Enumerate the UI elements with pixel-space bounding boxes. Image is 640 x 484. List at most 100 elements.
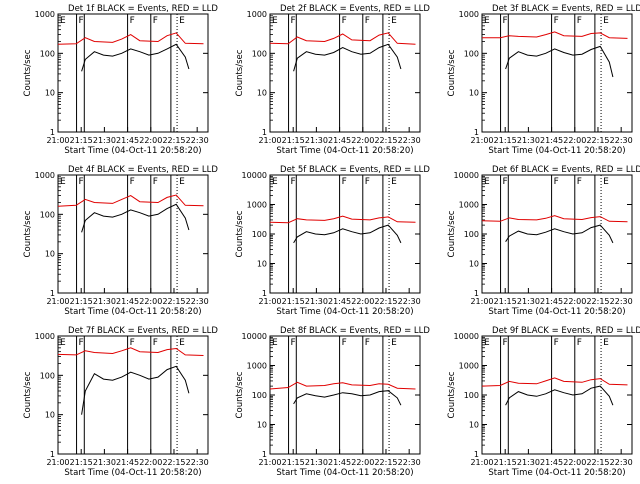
series-events: [505, 385, 614, 406]
x-axis-label: Start Time (04-Oct-11 20:58:20): [488, 146, 625, 156]
x-tick-label: 21:30: [93, 458, 116, 467]
x-tick-label: 21:30: [517, 297, 540, 306]
y-tick-label: 100: [40, 49, 55, 58]
plot-frame: [481, 174, 633, 294]
panel-3: Det 3f BLACK = Events, RED = LLD 1 10 100 10…: [447, 4, 640, 156]
x-tick-label: 22:15: [586, 458, 609, 467]
y-tick-label: 10000: [242, 332, 267, 341]
marker-f-1: F: [79, 16, 84, 26]
plot-frame: [269, 174, 421, 294]
x-tick-label: 21:15: [282, 297, 305, 306]
panel-6: Det 6f BLACK = Events, RED = LLD 1 10 100 10…: [447, 165, 640, 317]
x-axis-label: Start Time (04-Oct-11 20:58:20): [488, 307, 625, 317]
plot-frame: [481, 335, 633, 455]
marker-f-2: F: [130, 16, 135, 26]
y-tick-label: 1000: [459, 201, 479, 210]
y-tick-label: 100: [252, 230, 267, 239]
series-events: [81, 43, 190, 72]
panel-4: Det 4f BLACK = Events, RED = LLD 1 10 100 10…: [23, 165, 218, 317]
panel-title: Det 5f BLACK = Events, RED = LLD: [280, 165, 430, 175]
marker-f-3: F: [153, 16, 158, 26]
series-lld: [57, 194, 204, 207]
y-tick-label: 10: [257, 89, 267, 98]
y-tick-label: 1: [474, 128, 479, 137]
x-tick-label: 22:15: [162, 297, 185, 306]
x-tick-label: 21:45: [540, 297, 563, 306]
x-tick-label: 22:00: [139, 458, 162, 467]
marker-e-left: E: [272, 16, 278, 26]
marker-e-right: E: [603, 177, 609, 187]
marker-f-3: F: [577, 338, 582, 348]
marker-f-3: F: [153, 177, 158, 187]
y-tick-label: 1: [262, 289, 267, 298]
panel-8: Det 8f BLACK = Events, RED = LLD 1 10 100 10…: [235, 326, 430, 478]
y-tick-label: 100: [40, 210, 55, 219]
plot-frame: [269, 335, 421, 455]
x-tick-label: 22:00: [351, 297, 374, 306]
marker-e-left: E: [60, 16, 66, 26]
x-tick-label: 21:45: [328, 136, 351, 145]
y-tick-label: 10: [45, 89, 55, 98]
y-tick-label: 100: [252, 391, 267, 400]
x-tick-label: 21:15: [282, 136, 305, 145]
series-lld: [269, 32, 416, 45]
y-tick-label: 1: [50, 289, 55, 298]
marker-f-1: F: [291, 338, 296, 348]
y-tick-label: 1000: [247, 10, 267, 19]
marker-f-1: F: [503, 177, 508, 187]
y-axis-label: Counts/sec: [235, 49, 245, 96]
x-tick-label: 21:30: [305, 297, 328, 306]
x-tick-label: 21:00: [46, 136, 69, 145]
x-tick-label: 21:30: [305, 458, 328, 467]
x-tick-label: 21:15: [282, 458, 305, 467]
series-events: [81, 365, 190, 415]
x-tick-label: 21:15: [70, 136, 93, 145]
marker-f-2: F: [342, 338, 347, 348]
y-axis-label: Counts/sec: [235, 210, 245, 257]
marker-f-2: F: [554, 177, 559, 187]
x-tick-label: 21:45: [116, 136, 139, 145]
y-axis-label: Counts/sec: [23, 49, 33, 96]
y-axis-label: Counts/sec: [447, 371, 457, 418]
x-axis-label: Start Time (04-Oct-11 20:58:20): [64, 468, 201, 478]
x-axis-label: Start Time (04-Oct-11 20:58:20): [276, 146, 413, 156]
y-tick-label: 1000: [459, 10, 479, 19]
marker-f-2: F: [342, 177, 347, 187]
x-tick-label: 21:00: [258, 136, 281, 145]
y-tick-label: 1000: [35, 171, 55, 180]
x-tick-label: 21:15: [494, 297, 517, 306]
x-tick-label: 21:45: [116, 297, 139, 306]
marker-f-2: F: [554, 16, 559, 26]
y-tick-label: 1: [50, 450, 55, 459]
x-tick-label: 22:00: [563, 136, 586, 145]
panel-title: Det 8f BLACK = Events, RED = LLD: [280, 326, 430, 336]
x-tick-label: 21:00: [470, 297, 493, 306]
x-tick-label: 22:00: [563, 297, 586, 306]
x-tick-label: 22:00: [139, 136, 162, 145]
marker-e-left: E: [484, 16, 490, 26]
x-tick-label: 21:45: [116, 458, 139, 467]
panel-9: Det 9f BLACK = Events, RED = LLD 1 10 100 10…: [447, 326, 640, 478]
plot-frame: [57, 174, 209, 294]
y-tick-label: 10: [257, 421, 267, 430]
series-events: [293, 390, 402, 406]
series-events: [505, 45, 614, 78]
y-tick-label: 1: [50, 128, 55, 137]
x-tick-label: 22:15: [374, 297, 397, 306]
panel-2: Det 2f BLACK = Events, RED = LLD 1 10 100 10…: [235, 4, 430, 156]
marker-e-right: E: [391, 338, 397, 348]
series-lld: [482, 31, 628, 39]
marker-e-right: E: [179, 16, 185, 26]
marker-e-right: E: [603, 338, 609, 348]
x-axis-label: Start Time (04-Oct-11 20:58:20): [64, 146, 201, 156]
x-tick-label: 22:30: [398, 458, 421, 467]
marker-e-left: E: [60, 177, 66, 187]
panel-title: Det 9f BLACK = Events, RED = LLD: [492, 326, 640, 336]
y-tick-label: 10: [469, 89, 479, 98]
x-tick-label: 22:15: [374, 136, 397, 145]
y-tick-label: 1: [262, 450, 267, 459]
marker-f-2: F: [342, 16, 347, 26]
y-tick-label: 10000: [242, 171, 267, 180]
